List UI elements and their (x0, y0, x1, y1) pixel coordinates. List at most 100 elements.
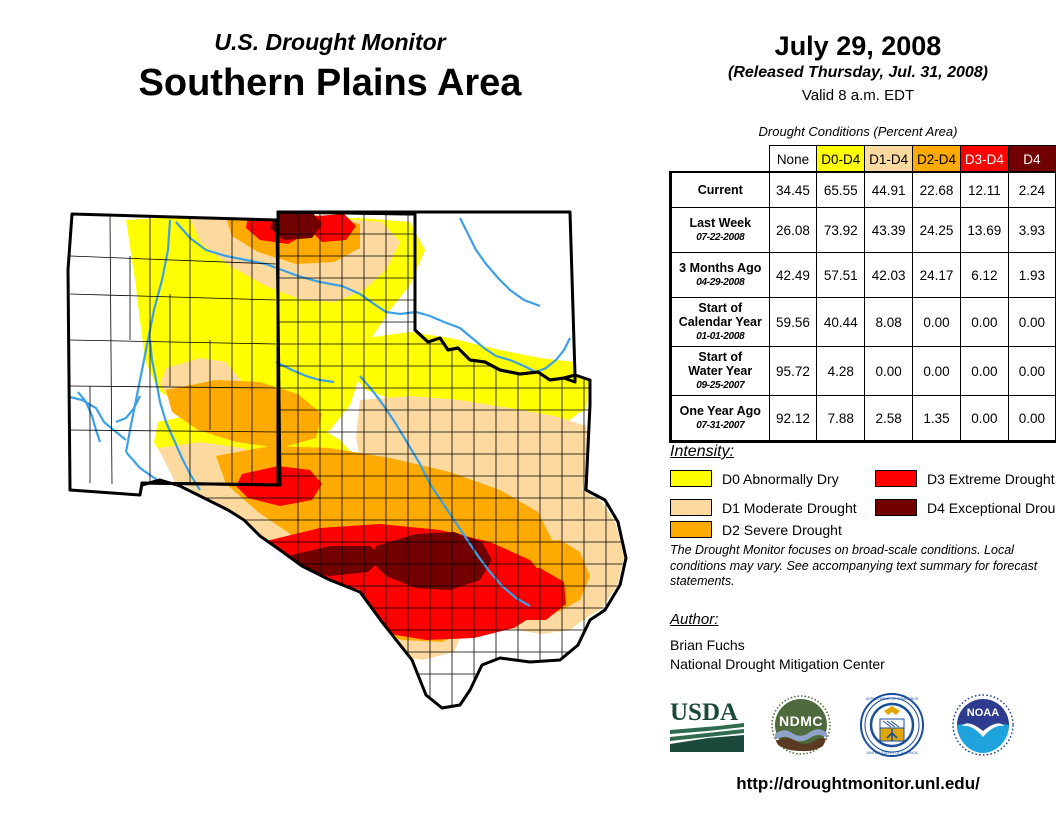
table-cell: 73.92 (816, 207, 866, 253)
legend-swatch-d0 (670, 470, 712, 487)
table-cell: 13.69 (959, 207, 1009, 253)
table-row-label: 3 Months Ago 04-29-2008 (671, 252, 770, 298)
table-row: Start of Water Year 09-25-2007 95.72 4.28 0.0… (671, 346, 1056, 396)
report-date: July 29, 2008 (774, 31, 942, 61)
logo-row: USDA NDMC DEPARTMENT OF COMMERCE (660, 692, 1056, 764)
table-header-row: None D0-D4 D1-D4 D2-D4 D3-D4 D4 (672, 145, 1056, 173)
table-row-label: One Year Ago 07-31-2007 (671, 395, 770, 441)
table-cell: 22.68 (912, 172, 961, 208)
table-cell: 1.93 (1007, 252, 1056, 298)
table-row-date: 04-29-2008 (696, 276, 745, 288)
table-cell: 0.00 (1007, 297, 1056, 347)
svg-text:NOAA: NOAA (967, 707, 999, 719)
table-row: 3 Months Ago 04-29-2008 42.49 57.51 42.03 24.… (671, 252, 1056, 298)
intensity-legend-title: Intensity: (670, 443, 735, 460)
table-cell: 44.91 (864, 172, 914, 208)
table-cell: 8.08 (864, 297, 914, 347)
svg-text:DEPARTMENT OF COMMERCE: DEPARTMENT OF COMMERCE (866, 697, 919, 701)
table-cell: 95.72 (768, 346, 818, 396)
table-cell: 3.93 (1007, 207, 1056, 253)
state-border-texas (140, 210, 628, 710)
legend-label: D1 Moderate Drought (722, 499, 857, 516)
table-cell: 2.24 (1007, 172, 1056, 208)
table-col-header-d1-d4: D1-D4 (864, 145, 914, 173)
table-cell: 1.35 (912, 395, 961, 441)
table-row: Last Week 07-22-2008 26.08 73.92 43.39 24.25 1… (671, 207, 1056, 253)
table-cell: 92.12 (768, 395, 818, 441)
table-body: Current 34.45 65.55 44.91 22.68 12.11 2.24 Last… (671, 172, 1056, 441)
table-cell: 24.17 (912, 252, 961, 298)
table-cell: 43.39 (864, 207, 914, 253)
drought-d4-regions (270, 212, 492, 590)
page-subtitle: U.S. Drought Monitor (214, 29, 446, 55)
legend-item-d1: D1 Moderate Drought (670, 499, 857, 516)
table-col-header-d4: D4 (1007, 145, 1056, 173)
legend-label: D3 Extreme Drought (927, 470, 1055, 487)
page-title: Southern Plains Area (138, 62, 522, 104)
table-cell: 7.88 (816, 395, 866, 441)
author-label: Author: (670, 611, 719, 628)
legend-item-d4: D4 Exceptional Drought (875, 499, 1056, 516)
table-cell: 0.00 (959, 395, 1009, 441)
ndmc-logo: NDMC (770, 694, 832, 761)
legend-label: D2 Severe Drought (722, 521, 842, 538)
table-cell: 24.25 (912, 207, 961, 253)
map-svg (66, 210, 628, 710)
noaa-logo: NOAA (950, 693, 1016, 762)
table-row-date: 01-01-2008 (696, 330, 745, 342)
table-row-date: 07-22-2008 (696, 231, 745, 243)
table-cell: 42.49 (768, 252, 818, 298)
legend-swatch-d4 (875, 499, 917, 516)
table-cell: 34.45 (768, 172, 818, 208)
table-row-date: 07-31-2007 (696, 419, 745, 431)
legend-swatch-d3 (875, 470, 917, 487)
table-cell: 12.11 (959, 172, 1009, 208)
table-col-header-d0-d4: D0-D4 (816, 145, 866, 173)
legend-item-d2: D2 Severe Drought (670, 521, 842, 538)
table-col-header-d2-d4: D2-D4 (912, 145, 961, 173)
legend-swatch-d2 (670, 521, 712, 538)
table-row: Start of Calendar Year 01-01-2008 59.56 40.4… (671, 297, 1056, 347)
disclaimer-text: The Drought Monitor focuses on broad-sca… (670, 543, 1038, 588)
table-cell: 26.08 (768, 207, 818, 253)
table-col-header-d3-d4: D3-D4 (959, 145, 1009, 173)
svg-text:UNITED STATES OF AMERICA: UNITED STATES OF AMERICA (867, 751, 919, 755)
table-cell: 0.00 (1007, 346, 1056, 396)
legend-item-d3: D3 Extreme Drought (875, 470, 1055, 487)
table-cell: 0.00 (1007, 395, 1056, 441)
drought-map[interactable] (30, 190, 662, 710)
date-block: July 29, 2008 (Released Thursday, Jul. 3… (660, 30, 1056, 107)
table-row-label: Start of Water Year 09-25-2007 (671, 346, 770, 396)
valid-time: Valid 8 a.m. EDT (801, 87, 915, 104)
svg-text:NDMC: NDMC (779, 713, 823, 729)
table-row: One Year Ago 07-31-2007 92.12 7.88 2.58 1.35 0… (671, 395, 1056, 441)
table-row: Current 34.45 65.55 44.91 22.68 12.11 2.24 (671, 172, 1056, 208)
table-header: None D0-D4 D1-D4 D2-D4 D3-D4 D4 (672, 145, 1056, 173)
table-cell: 42.03 (864, 252, 914, 298)
table-row-label: Start of Calendar Year 01-01-2008 (671, 297, 770, 347)
map-base (68, 212, 626, 708)
release-date: (Released Thursday, Jul. 31, 2008) (728, 64, 988, 81)
table-col-header-none: None (768, 145, 818, 173)
table-cell: 6.12 (959, 252, 1009, 298)
svg-text:USDA: USDA (670, 699, 738, 726)
legend-label: D4 Exceptional Drought (927, 499, 1056, 516)
table-cell: 59.56 (768, 297, 818, 347)
table-caption: Drought Conditions (Percent Area) (758, 124, 958, 139)
table-row-label: Current (671, 172, 770, 208)
table-cell: 0.00 (959, 346, 1009, 396)
usda-logo: USDA (668, 696, 746, 759)
legend-swatch-d1 (670, 499, 712, 516)
drought-conditions-table: None D0-D4 D1-D4 D2-D4 D3-D4 D4 Current 34.45 6… (671, 145, 1056, 441)
legend-label: D0 Abnormally Dry (722, 470, 839, 487)
author-name: Brian Fuchs (670, 637, 745, 653)
table-row-date: 09-25-2007 (696, 379, 745, 391)
table-cell: 57.51 (816, 252, 866, 298)
table-cell: 40.44 (816, 297, 866, 347)
table-corner-cell (672, 146, 770, 173)
website-url[interactable]: http://droughtmonitor.unl.edu/ (736, 774, 980, 793)
table-cell: 0.00 (912, 346, 961, 396)
title-block: U.S. Drought Monitor Southern Plains Are… (0, 28, 660, 108)
table-cell: 2.58 (864, 395, 914, 441)
table-row-label: Last Week 07-22-2008 (671, 207, 770, 253)
